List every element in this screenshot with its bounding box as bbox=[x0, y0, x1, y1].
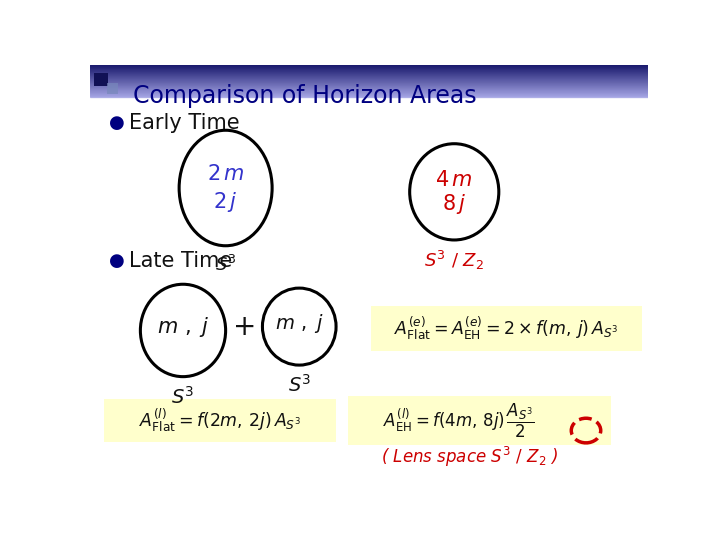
Ellipse shape bbox=[262, 288, 336, 365]
Ellipse shape bbox=[179, 130, 272, 246]
Text: $S^3$: $S^3$ bbox=[287, 374, 311, 396]
Bar bbox=[90, 75, 648, 76]
Bar bbox=[90, 77, 648, 78]
Bar bbox=[90, 82, 648, 83]
Bar bbox=[90, 91, 648, 92]
Bar bbox=[90, 94, 648, 95]
Bar bbox=[90, 67, 648, 68]
Bar bbox=[90, 74, 648, 75]
FancyBboxPatch shape bbox=[348, 396, 611, 445]
Text: +: + bbox=[233, 313, 257, 341]
Bar bbox=[90, 78, 648, 79]
Bar bbox=[90, 92, 648, 93]
FancyBboxPatch shape bbox=[104, 399, 336, 442]
Bar bbox=[90, 93, 648, 94]
Bar bbox=[90, 88, 648, 89]
Text: $S^3$: $S^3$ bbox=[171, 386, 194, 408]
Bar bbox=[90, 95, 648, 96]
Text: $S^3\ /\ Z_2$: $S^3\ /\ Z_2$ bbox=[424, 249, 485, 272]
Bar bbox=[90, 84, 648, 85]
Text: $2\,m$: $2\,m$ bbox=[207, 164, 244, 184]
FancyBboxPatch shape bbox=[372, 306, 642, 351]
Bar bbox=[90, 96, 648, 97]
Bar bbox=[90, 85, 648, 86]
Text: Comparison of Horizon Areas: Comparison of Horizon Areas bbox=[132, 84, 476, 107]
Bar bbox=[90, 70, 648, 71]
Text: ( Lens space $S^3\ /\ Z_2$ ): ( Lens space $S^3\ /\ Z_2$ ) bbox=[381, 445, 559, 469]
Bar bbox=[90, 66, 648, 67]
Bar bbox=[90, 86, 648, 87]
Text: Early Time: Early Time bbox=[129, 112, 239, 132]
Bar bbox=[90, 73, 648, 74]
Text: $A^{(e)}_{\mathrm{Flat}} = A^{(e)}_{\mathrm{EH}} = 2 \times f(m,\, j)\, A_{S^3}$: $A^{(e)}_{\mathrm{Flat}} = A^{(e)}_{\mat… bbox=[395, 315, 619, 342]
Ellipse shape bbox=[140, 284, 225, 377]
Bar bbox=[90, 65, 648, 66]
Bar bbox=[90, 80, 648, 81]
Text: $S^3$: $S^3$ bbox=[215, 255, 236, 275]
Text: $A^{(l)}_{\mathrm{Flat}} = f(2m,\, 2j)\, A_{S^3}$: $A^{(l)}_{\mathrm{Flat}} = f(2m,\, 2j)\,… bbox=[139, 407, 301, 434]
Bar bbox=[90, 79, 648, 80]
Text: $m\ ,\ j$: $m\ ,\ j$ bbox=[157, 315, 210, 339]
Bar bbox=[90, 83, 648, 84]
Bar bbox=[90, 69, 648, 70]
Text: $2\,j$: $2\,j$ bbox=[213, 190, 238, 214]
Text: $m\ ,\ j$: $m\ ,\ j$ bbox=[275, 312, 324, 335]
Text: Late Time: Late Time bbox=[129, 251, 232, 271]
Text: ●: ● bbox=[109, 113, 125, 132]
Bar bbox=[90, 72, 648, 73]
Text: $A^{(l)}_{\mathrm{EH}} = f(4m,\, 8j)\, \dfrac{A_{S^3}}{2}$: $A^{(l)}_{\mathrm{EH}} = f(4m,\, 8j)\, \… bbox=[383, 401, 534, 440]
Bar bbox=[90, 68, 648, 69]
Ellipse shape bbox=[410, 144, 499, 240]
Bar bbox=[90, 76, 648, 77]
Bar bbox=[90, 87, 648, 88]
Bar bbox=[90, 71, 648, 72]
Bar bbox=[90, 81, 648, 82]
Text: ●: ● bbox=[109, 252, 125, 270]
Bar bbox=[90, 89, 648, 90]
Bar bbox=[90, 90, 648, 91]
Text: $4\,m$: $4\,m$ bbox=[436, 170, 473, 190]
FancyBboxPatch shape bbox=[94, 72, 108, 86]
Text: $8\,j$: $8\,j$ bbox=[442, 192, 467, 216]
FancyBboxPatch shape bbox=[107, 83, 118, 94]
